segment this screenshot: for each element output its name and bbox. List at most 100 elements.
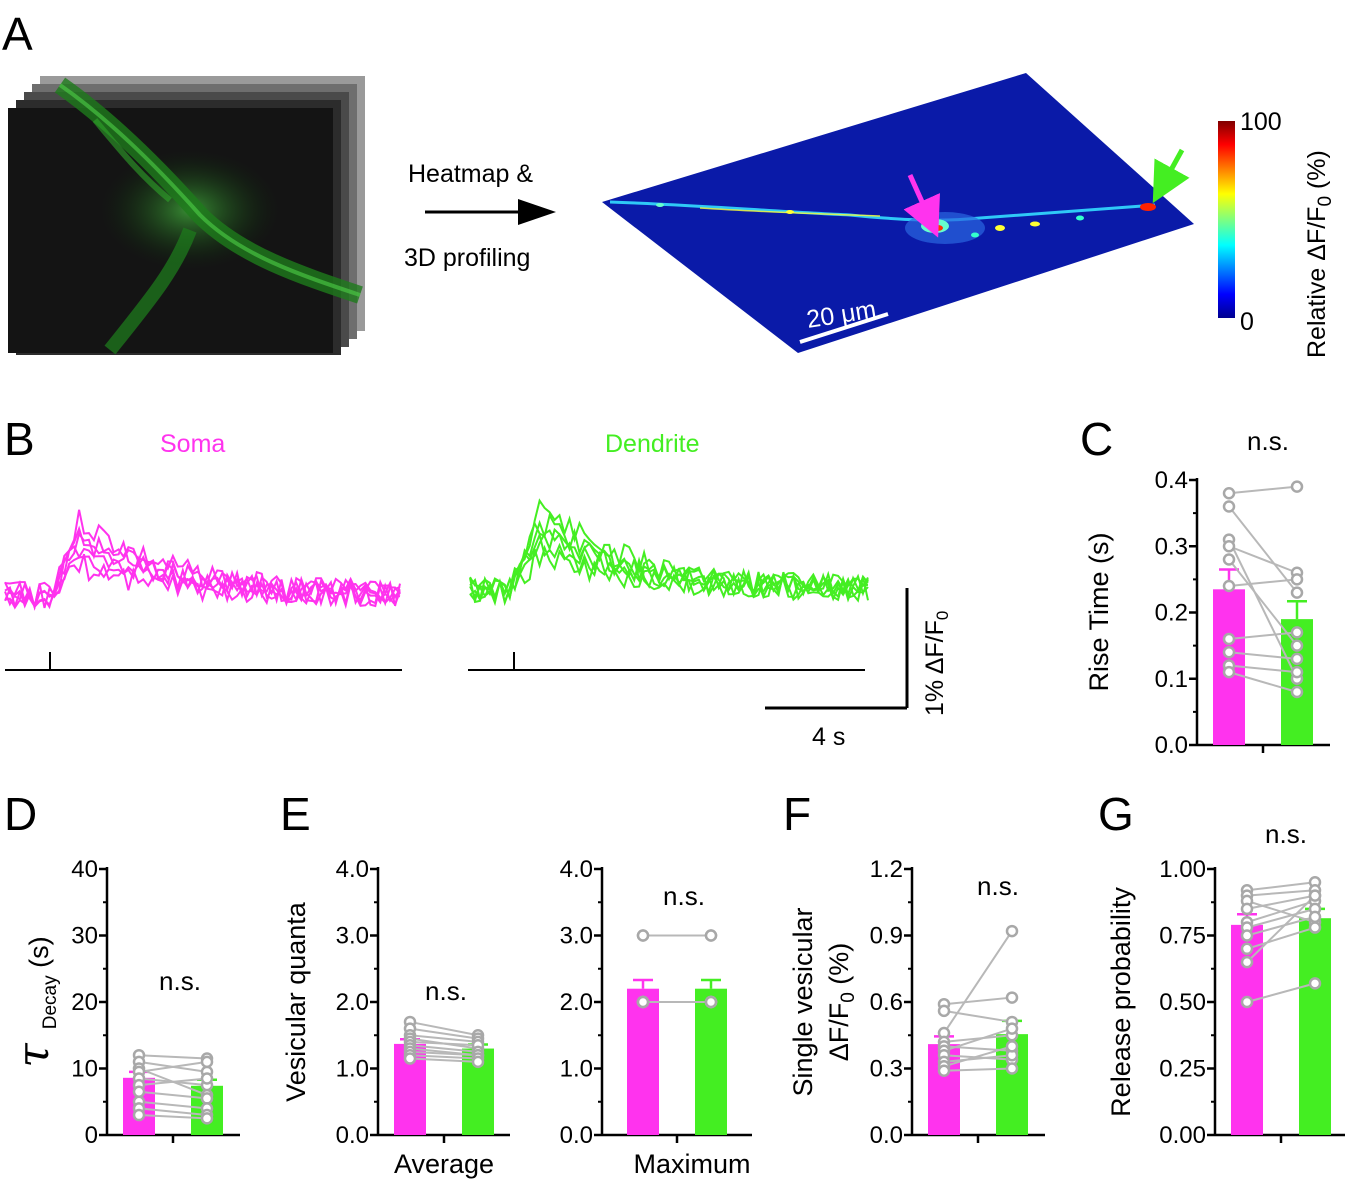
data-point-soma [1222,646,1236,659]
panel-label-f: F [783,788,811,840]
data-point-soma [403,1052,417,1065]
data-point-dendrite [1308,910,1322,924]
y-tick-label: 3.0 [560,923,593,950]
data-point-soma [1222,487,1236,500]
pair-line [1228,631,1298,640]
data-point-dendrite [1290,685,1304,699]
pair-line [409,1044,479,1053]
significance-label: n.s. [977,871,1019,901]
pair-line [138,1077,208,1087]
trace-line [4,553,401,610]
pair-line [138,1114,208,1120]
significance-label: n.s. [1247,426,1289,456]
y-tick-label: 0.25 [1159,1056,1206,1083]
data-point-soma [132,1085,146,1099]
pair-line [1228,545,1298,574]
pair-line [1228,539,1298,680]
pair-line [1228,578,1298,587]
data-point-dendrite [1005,991,1019,1004]
pair-line [1246,894,1316,910]
bar-dendrite [1299,918,1331,1135]
data-point-soma [1222,665,1236,679]
panel-label-e: E [280,788,311,840]
panel-label-b: B [4,413,35,465]
x-axis-label: Average [394,1149,494,1179]
trace-line [469,512,869,607]
pair-line [138,1060,208,1073]
pair-line [138,1107,208,1117]
y-tick-label: 0.0 [1155,732,1188,759]
data-point-soma [1222,500,1236,513]
trace-line [469,544,869,606]
y-tick-label: 0.00 [1159,1122,1206,1149]
pair-line [1228,651,1298,660]
heatmap-3d: 20 μm [602,73,1194,353]
colorbar [1218,121,1235,318]
dendrite-arrow [1152,148,1190,204]
y-axis-label: Vesicular quanta [281,901,311,1102]
trace-line [4,544,401,610]
transform-arrow [425,199,556,225]
trace-line [4,525,401,610]
data-point-soma [132,1108,146,1122]
data-point-soma [1240,955,1254,969]
stim-baseline-dendrite [468,652,865,671]
significance-label: n.s. [425,976,467,1006]
y-tick-label: 0.4 [1155,467,1188,494]
y-tick-label: 4.0 [336,856,369,883]
y-tick-label: 0.0 [336,1122,369,1149]
data-point-soma [1222,540,1236,553]
chart-e2: 0.0 1.0 2.0 3.0 4.0 n.s. Maximum [560,856,752,1179]
pair-line [138,1090,208,1100]
data-point-dendrite [704,995,718,1009]
y-tick-label: 0.3 [870,1056,903,1083]
heatmap-scalebar [799,312,889,344]
trace-line [469,529,869,604]
data-point-dendrite [1290,639,1304,652]
data-point-soma [1240,902,1254,916]
pair-line [1246,899,1316,924]
y-label-main: ΔF/F [824,1003,854,1062]
y-tick-label: 1.0 [336,1056,369,1083]
data-point-dendrite [1005,924,1019,938]
data-point-soma [1240,995,1254,1009]
data-point-dendrite [1005,1040,1019,1053]
trace-scalebar [765,588,909,710]
significance-label: n.s. [663,881,705,911]
arrow-label-heatmap: Heatmap & [408,160,533,188]
data-point-dendrite [1308,921,1322,934]
scalebar-x-label: 4 s [812,723,845,751]
y-axis-label: τ Decay (s) [8,936,61,1067]
data-point-soma [636,995,650,1009]
soma-traces [4,509,401,611]
y-tick-label: 20 [71,989,98,1016]
bar-charts: 0.0 0.1 0.2 0.3 0.4 n.s. Rise Time (s) 0 10 20 30 4… [8,426,1345,1179]
y-tick-label: 0.0 [870,1122,903,1149]
bar-soma [627,988,659,1135]
y-tick-label: 0.50 [1159,989,1206,1016]
pair-line [943,1034,1013,1043]
colorbar-min: 0 [1240,308,1254,336]
pair-line [1246,907,1316,929]
y-tick-label: 0.6 [870,989,903,1016]
data-point-dendrite [471,1055,485,1069]
y-tick-label: 10 [71,1056,98,1083]
chart-e: 0.0 1.0 2.0 3.0 4.0 n.s. Average Vesicular quan… [281,856,510,1179]
data-point-soma [937,1064,951,1077]
data-point-soma [1240,942,1254,956]
pair-line [943,1045,1013,1068]
significance-label: n.s. [1265,819,1307,849]
pair-line [943,930,1013,1034]
panel-label-d: D [4,788,37,840]
colorbar-max: 100 [1240,108,1282,136]
data-point-dendrite [1290,573,1304,586]
data-point-dendrite [200,1092,214,1105]
y-label-tau: τ [8,1029,59,1067]
data-point-dendrite [1308,889,1322,902]
y-tick-label: 1.2 [870,856,903,883]
y-tick-label: 40 [71,856,98,883]
data-point-dendrite [1290,652,1304,666]
arrow-label-3d: 3D profiling [404,244,530,272]
panel-label-c: C [1080,413,1113,465]
